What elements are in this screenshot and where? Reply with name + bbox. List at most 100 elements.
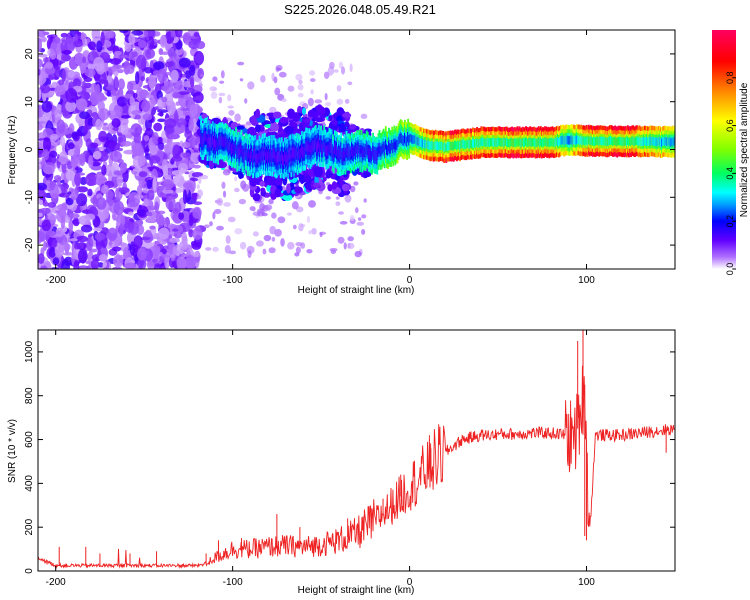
spectrogram-cell (182, 32, 192, 43)
spectrogram-cell (171, 88, 180, 93)
spectrogram-cell (42, 201, 50, 207)
spectrogram-cell (209, 136, 212, 148)
spectrogram-cell (56, 104, 63, 111)
spectrogram-cell (197, 67, 205, 79)
spectrogram-cell (568, 136, 571, 145)
spectrogram-cell (60, 215, 66, 229)
spectrogram-cell (486, 137, 489, 147)
spectrogram-cell (118, 117, 129, 126)
spectrogram-cell (355, 146, 357, 157)
spectrogram-cell (186, 87, 196, 94)
spectrogram-cell (287, 241, 295, 250)
spectrogram-cell (210, 137, 213, 148)
spectrogram-cell (360, 113, 368, 120)
spectrogram-cell (157, 112, 164, 116)
spectrogram-cell (580, 135, 583, 145)
spectrogram-cell (636, 136, 639, 146)
spectrogram-cell (42, 164, 55, 175)
spectrogram-cell (56, 119, 66, 134)
spectrogram-cell (223, 190, 227, 198)
spectrogram-cell (230, 144, 233, 155)
spectrogram-cell (69, 188, 79, 201)
spectrogram-cell (662, 137, 664, 146)
spectrogram-cell (650, 136, 653, 146)
spectrogram-cell (278, 71, 287, 78)
spectrogram-cell (323, 71, 330, 79)
spectrogram-cell (113, 254, 124, 268)
spectrogram-cell (502, 138, 505, 147)
spectrogram-cell (163, 143, 172, 154)
spectrogram-cell (354, 207, 359, 214)
spectrogram-cell (555, 137, 558, 146)
spectrogram-cell (235, 140, 238, 151)
spectrogram-cell (382, 141, 385, 153)
spectrogram-cell (463, 140, 466, 149)
spectrogram-cell (250, 151, 252, 162)
spectrogram-cell (310, 89, 314, 95)
spectrogram-cell (107, 227, 118, 241)
spectrogram-cell (114, 50, 122, 56)
spectrogram-cell (340, 145, 343, 157)
spectrogram-cell (411, 135, 414, 144)
spectrogram-cell (642, 137, 645, 146)
spectrogram-cell (337, 236, 345, 244)
spectrogram-cell (432, 142, 435, 151)
spectrogram-cell (289, 121, 297, 127)
spectrogram-cell (284, 150, 286, 162)
spectrogram-cell (450, 142, 453, 151)
spectrogram-cell (653, 137, 656, 146)
spectrogram-cell (363, 198, 367, 203)
spectrogram-cell (239, 145, 242, 156)
spectrogram-cell (83, 76, 93, 82)
spectrogram-cell (663, 137, 665, 146)
spectrogram-cell (641, 137, 644, 147)
spectrogram-cell (50, 133, 60, 140)
spectrogram-cell (271, 153, 274, 164)
spectrogram-cell (318, 138, 320, 149)
spectrogram-cell (525, 137, 527, 146)
spectrogram-cell (342, 151, 345, 162)
spectrogram-cell (613, 137, 615, 146)
spectrogram-cell (38, 212, 43, 218)
spectrogram-cell (666, 137, 669, 146)
spectrogram-cell (493, 138, 496, 147)
spectrogram-cell (313, 166, 323, 178)
spectrogram-cell (214, 208, 222, 214)
spectrogram-cell (133, 235, 143, 249)
spectrogram-cell (649, 136, 652, 146)
spectrogram-cell (143, 135, 150, 142)
spectrogram-cell (164, 254, 170, 269)
spectrogram-cell (38, 199, 44, 205)
spectrogram-cell (227, 94, 232, 102)
spectrogram-cell (60, 32, 68, 38)
spectrogram-cell (212, 139, 215, 150)
spectrogram-cell (63, 50, 71, 56)
spectrogram-cell (249, 152, 251, 164)
spectrogram-cell (588, 136, 591, 146)
spectrogram-cell (314, 99, 323, 104)
spectrogram-cell (193, 50, 205, 66)
spectrogram-cell (454, 140, 457, 150)
spectrogram-cell (236, 125, 245, 130)
spectrogram-cell (270, 122, 280, 132)
spectrogram-cell (536, 138, 539, 147)
spectrogram-cell (111, 118, 121, 128)
spectrogram-cell (311, 140, 314, 152)
spectrogram-cell (131, 30, 144, 36)
spectrogram-cell (269, 152, 271, 163)
spectrogram-cell (446, 142, 449, 151)
spectrogram-cell (464, 140, 467, 150)
spectrogram-cell (132, 92, 138, 99)
spectrogram-cell (609, 136, 612, 145)
spectrogram-cell (290, 153, 293, 164)
spectrogram-cell (374, 150, 377, 161)
spectrogram-cell (254, 124, 261, 133)
y-tick-label: 800 (24, 387, 35, 404)
spectrogram-cell (497, 137, 500, 147)
spectrogram-cell (292, 112, 301, 122)
spectrogram-cell (295, 246, 301, 254)
spectrogram-cell (148, 74, 156, 89)
spectrogram-cell (191, 242, 202, 250)
spectrogram-cell (232, 142, 234, 153)
spectrogram-cell (74, 243, 80, 250)
